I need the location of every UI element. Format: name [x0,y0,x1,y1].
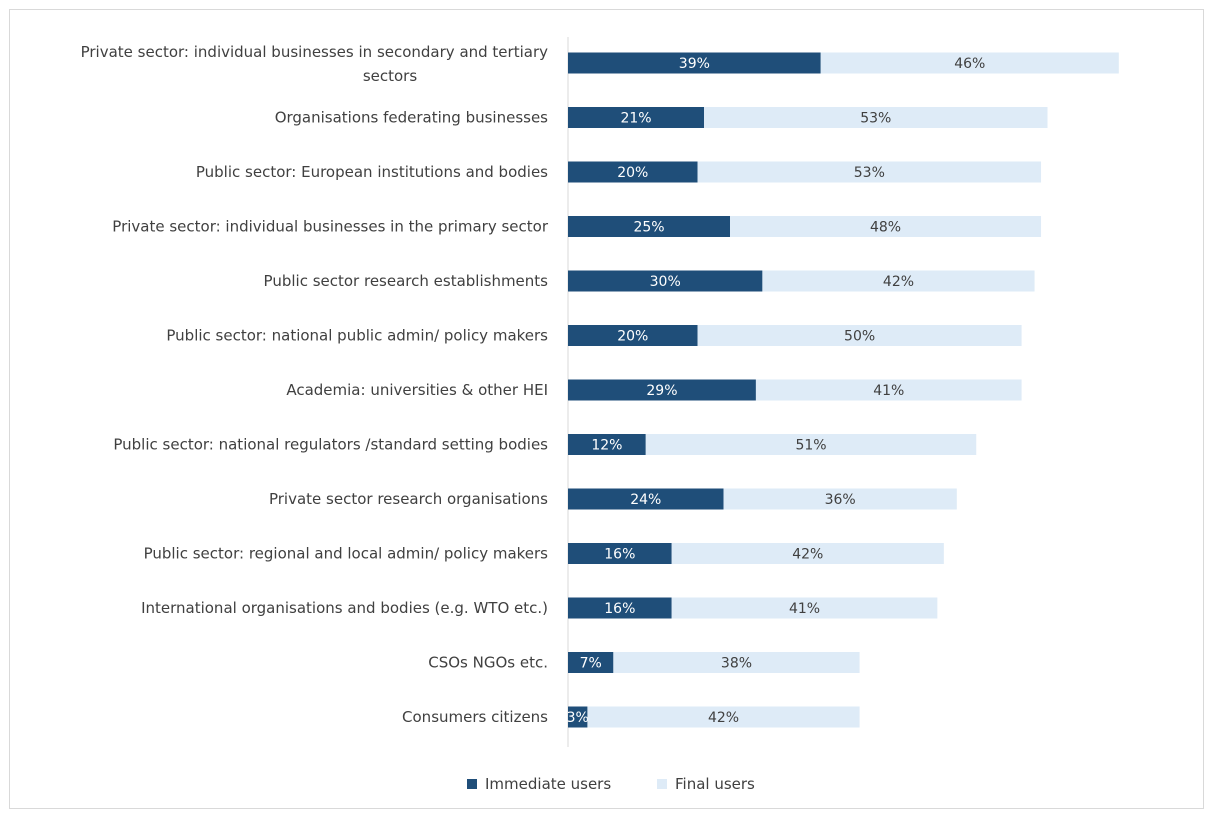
category-label: Organisations federating businesses [275,109,548,127]
data-label-final-users: 42% [792,547,823,563]
category-label: Private sector: individual businesses in… [81,43,549,85]
bar-final-users [697,325,1022,346]
data-label-final-users: 53% [860,111,891,127]
data-label-immediate-users: 30% [650,274,681,290]
category-label: International organisations and bodies (… [141,599,548,617]
category-label: Consumers citizens [402,708,548,726]
legend-swatch [467,779,477,789]
bar-immediate-users [568,161,698,183]
bar-immediate-users [568,325,698,346]
data-label-final-users: 53% [854,165,885,181]
category-label: Public sector: regional and local admin/… [144,545,549,563]
category-label: Public sector: national regulators /stan… [113,436,548,454]
category-label: CSOs NGOs etc. [428,654,548,672]
bar-immediate-users [568,543,672,564]
bar-final-users [697,161,1042,183]
bar-final-users [671,597,938,619]
data-label-final-users: 41% [789,601,820,617]
legend-immediate-users: Immediate users [467,775,611,793]
data-label-final-users: 41% [873,383,904,399]
category-label: Public sector research establishments [264,272,549,290]
data-label-final-users: 42% [708,710,739,726]
data-label-immediate-users: 20% [617,329,648,345]
data-label-immediate-users: 7% [580,656,602,672]
data-label-final-users: 36% [825,492,856,508]
data-label-final-users: 42% [883,274,914,290]
data-label-final-users: 50% [844,329,875,345]
data-label-immediate-users: 16% [604,601,635,617]
chart-frame [9,9,1204,809]
data-label-immediate-users: 16% [604,547,635,563]
bar-immediate-users [568,706,588,728]
bar-final-users [704,107,1048,128]
category-label: Public sector: European institutions and… [196,163,548,181]
legend-swatch [657,779,667,789]
bar-final-users [723,488,957,510]
data-label-immediate-users: 29% [646,383,677,399]
bar-immediate-users [568,488,724,510]
data-label-immediate-users: 39% [679,56,710,72]
bar-final-users [820,52,1119,74]
legend-label: Final users [675,775,755,793]
data-label-final-users: 38% [721,656,752,672]
bar-immediate-users [568,652,614,673]
data-label-immediate-users: 3% [567,710,589,726]
bar-immediate-users [568,597,672,619]
bar-final-users [730,216,1042,237]
bar-final-users [645,434,977,455]
bar-immediate-users [568,52,821,74]
category-label: Private sector research organisations [269,490,548,508]
legend-final-users: Final users [657,775,755,793]
data-label-immediate-users: 12% [591,438,622,454]
category-label: Private sector: individual businesses in… [112,218,549,236]
bar-immediate-users [568,270,763,292]
bar-immediate-users [568,107,705,128]
data-label-immediate-users: 21% [620,111,651,127]
bar-final-users [762,270,1035,292]
data-label-immediate-users: 25% [633,220,664,236]
data-label-final-users: 46% [954,56,985,72]
category-label: Public sector: national public admin/ po… [166,327,548,345]
bar-final-users [755,379,1022,401]
bar-immediate-users [568,434,646,455]
data-label-immediate-users: 20% [617,165,648,181]
bar-final-users [587,706,860,728]
legend-label: Immediate users [485,775,611,793]
bar-immediate-users [568,379,756,401]
data-label-final-users: 51% [795,438,826,454]
bar-immediate-users [568,216,730,237]
bar-final-users [671,543,944,564]
category-label: Academia: universities & other HEI [286,381,548,399]
data-label-immediate-users: 24% [630,492,661,508]
data-label-final-users: 48% [870,220,901,236]
bar-final-users [613,652,860,673]
